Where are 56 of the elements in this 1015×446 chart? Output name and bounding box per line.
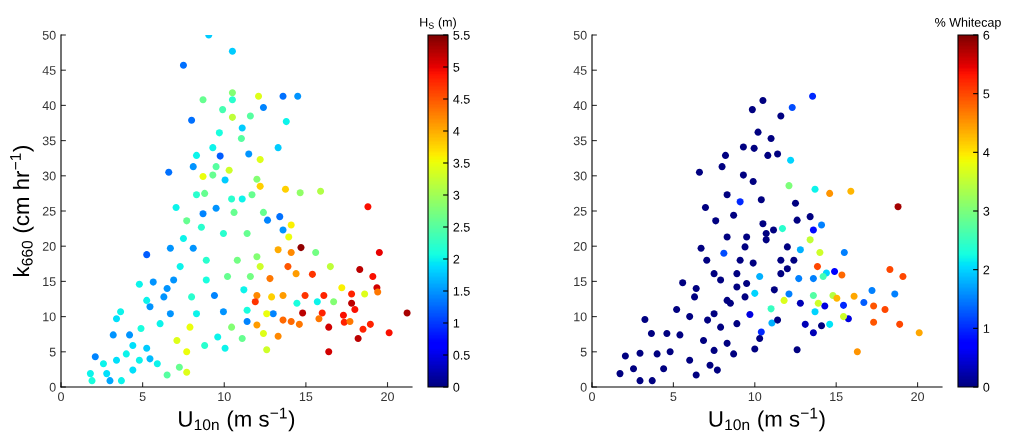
color-bar-label: 2.5 (453, 222, 470, 232)
color-bar-label: 0 (453, 382, 460, 392)
y-axis-title: k$_{660}$ (cm hr$^{−1}$) (10, 146, 34, 277)
color-bar-label: 5 (983, 89, 990, 99)
y-tick-label: 15 (574, 277, 587, 287)
y-tick-label: 5 (49, 347, 56, 357)
color-bar-label: 1 (983, 324, 990, 333)
y-tick-label: 25 (573, 206, 587, 216)
y-tick-label: 10 (43, 312, 56, 322)
x-tick-label: 20 (381, 392, 394, 402)
x-tick-label: 5 (670, 392, 677, 402)
x-axis-title: U$_{10n}$ (m s$^{−1}$) (179, 407, 295, 432)
y-tick-label: 25 (42, 206, 56, 216)
x-axis-title: U$_{10n}$ (m s$^{−1}$) (709, 407, 825, 432)
y-tick-label: 20 (573, 242, 587, 251)
y-tick-label: 50 (573, 30, 587, 40)
color-bar-label: 0 (983, 382, 990, 392)
y-tick-label: 50 (42, 30, 56, 40)
x-tick-label: 5 (139, 392, 146, 402)
color-bar-label: 1.5 (453, 286, 470, 296)
y-tick-label: 0 (580, 382, 587, 392)
x-tick-label: 0 (58, 392, 64, 402)
y-tick-label: 40 (573, 101, 587, 111)
y-tick-label: 30 (573, 171, 587, 181)
y-tick-label: 10 (574, 312, 587, 322)
color-bar-label: 3.5 (453, 158, 470, 168)
color-bar-label: 4 (983, 148, 990, 157)
color-bar-label: 6 (983, 30, 990, 40)
y-tick-label: 40 (42, 101, 56, 111)
x-tick-label: 15 (299, 392, 313, 402)
y-tick-label: 0 (49, 382, 56, 392)
y-tick-label: 35 (42, 136, 56, 146)
color-bar-label: 4.5 (453, 94, 470, 104)
x-tick-label: 20 (911, 392, 925, 402)
color-bar-label: 0.5 (453, 350, 470, 360)
color-bar-label: 4 (453, 126, 460, 136)
x-tick-label: 10 (748, 392, 762, 402)
y-tick-label: 30 (42, 171, 56, 181)
color-bar-label: 3 (453, 190, 460, 200)
color-bar-label: 2 (983, 265, 990, 275)
y-tick-label: 45 (573, 66, 587, 75)
y-tick-label: 35 (573, 136, 587, 146)
color-bar-title: H$_{S}$ (m) (420, 17, 456, 30)
color-bar-label: 5 (453, 62, 460, 72)
y-tick-label: 45 (42, 66, 56, 75)
y-tick-label: 15 (43, 277, 56, 287)
color-bar-label: 3 (983, 206, 990, 216)
color-bar-label: 5.5 (453, 30, 470, 40)
color-bar-label: 2 (453, 254, 460, 264)
color-bar-title: % Whitecap (935, 17, 1001, 30)
x-tick-label: 0 (589, 392, 595, 402)
x-tick-label: 15 (830, 392, 843, 402)
color-bar-label: 1 (453, 318, 460, 328)
x-tick-label: 10 (218, 392, 231, 402)
y-tick-label: 5 (580, 347, 587, 357)
y-tick-label: 20 (42, 242, 56, 251)
